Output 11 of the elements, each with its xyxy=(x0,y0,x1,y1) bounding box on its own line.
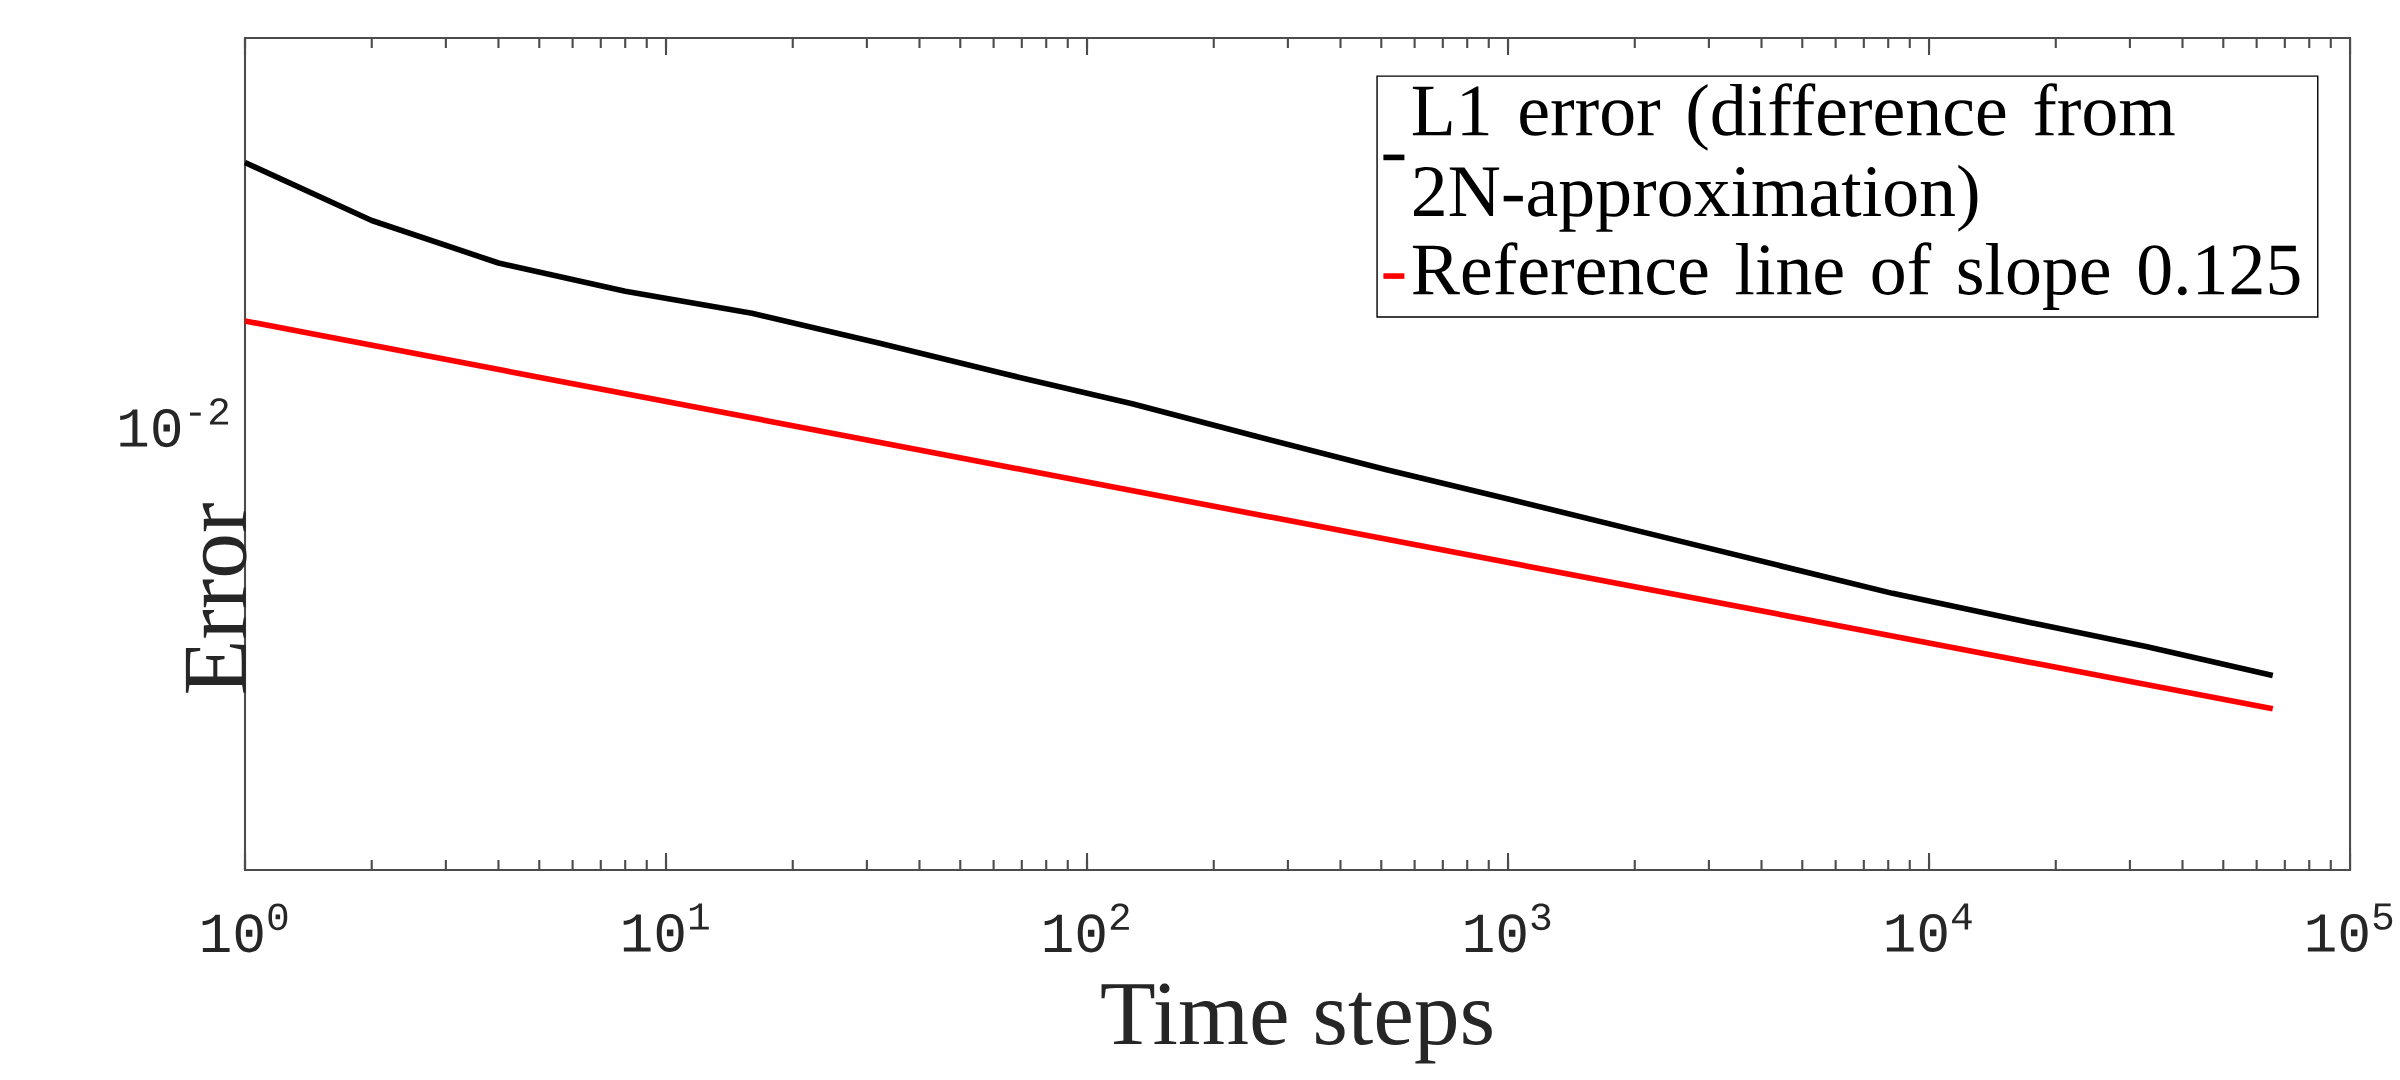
legend-label: L1 error (difference from 2N-approximation) xyxy=(1412,83,2175,232)
y-axis-title: Error xyxy=(185,503,247,693)
x-tick-label: 10$^{0}$ xyxy=(202,903,288,953)
x-tick-label: 10$^{5}$ xyxy=(2307,903,2393,953)
text: 10$^{-2}$ xyxy=(120,398,229,448)
x-tick-label: 10$^{1}$ xyxy=(623,903,709,953)
x-tick-label: 10$^{2}$ xyxy=(1044,903,1129,953)
x-tick-label: 10$^{3}$ xyxy=(1465,903,1551,953)
legend-label: Reference line of slope 0.125 xyxy=(1412,242,2300,310)
x-axis-title: Time steps xyxy=(1101,983,1492,1064)
x-tick-label: 10$^{4}$ xyxy=(1886,903,1972,953)
